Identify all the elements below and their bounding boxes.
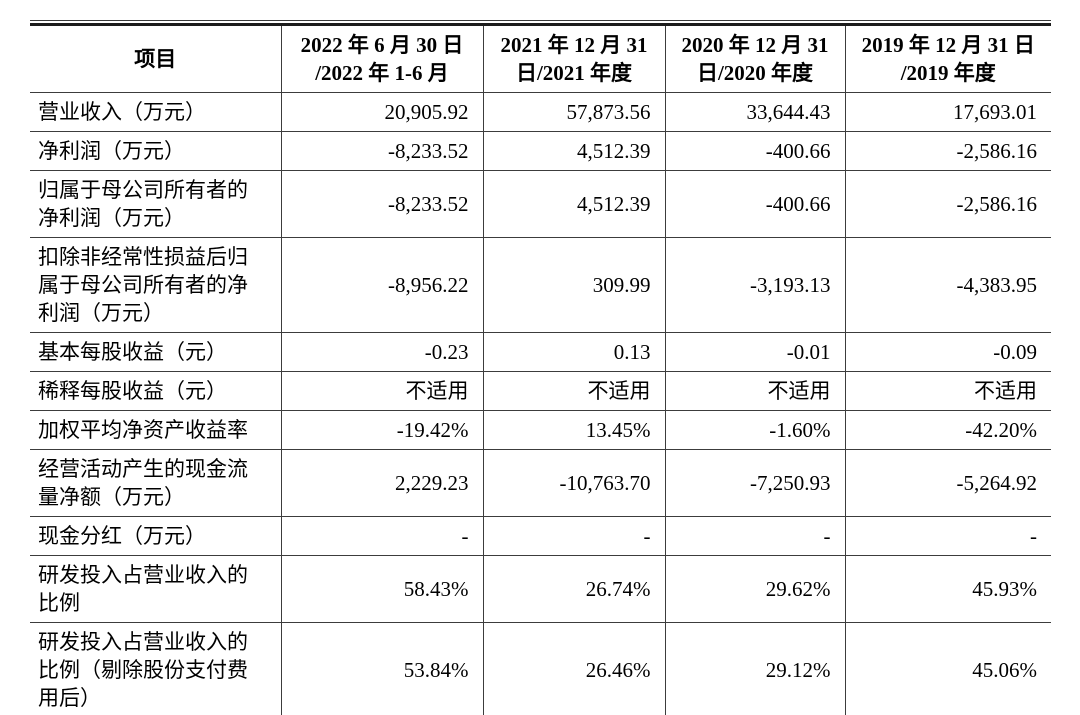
value-cell: - <box>665 516 846 556</box>
financial-summary-table: 项目 2022 年 6 月 30 日 /2022 年 1-6 月 2021 年 … <box>30 20 1051 715</box>
column-header-2021: 2021 年 12 月 31 日/2021 年度 <box>483 24 666 93</box>
row-label: 现金分红（万元） <box>30 516 282 556</box>
value-cell: - <box>281 516 484 556</box>
column-header-2019: 2019 年 12 月 31 日 /2019 年度 <box>845 24 1051 93</box>
row-label: 稀释每股收益（元） <box>30 371 282 411</box>
value-cell: 不适用 <box>665 371 846 411</box>
value-cell: -400.66 <box>665 131 846 171</box>
financial-table: 项目 2022 年 6 月 30 日 /2022 年 1-6 月 2021 年 … <box>30 23 1051 715</box>
value-cell: -7,250.93 <box>665 449 846 517</box>
row-label: 净利润（万元） <box>30 131 282 171</box>
value-cell: -400.66 <box>665 170 846 238</box>
column-header-2022: 2022 年 6 月 30 日 /2022 年 1-6 月 <box>281 24 484 93</box>
value-cell: 17,693.01 <box>845 92 1051 132</box>
value-cell: -8,233.52 <box>281 131 484 171</box>
column-header-2020: 2020 年 12 月 31 日/2020 年度 <box>665 24 846 93</box>
value-cell: -8,956.22 <box>281 237 484 333</box>
table-row: 研发投入占营业收入的比例 58.43% 26.74% 29.62% 45.93% <box>30 555 1051 623</box>
value-cell: 45.06% <box>972 658 1037 682</box>
value-cell: 不适用 <box>281 371 484 411</box>
table-row: 基本每股收益（元） -0.23 0.13 -0.01 -0.09 <box>30 332 1051 372</box>
value-cell: 0.13 <box>483 332 666 372</box>
row-label: 研发投入占营业收入的比例 <box>30 555 282 623</box>
value-cell: 26.74% <box>483 555 666 623</box>
value-cell: 45.93% <box>845 555 1051 623</box>
value-cell: 13.45% <box>483 410 666 450</box>
value-cell: 不适用 <box>483 371 666 411</box>
table-row: 扣除非经常性损益后归属于母公司所有者的净利润（万元） -8,956.22 309… <box>30 237 1051 333</box>
value-cell: -5,264.92 <box>845 449 1051 517</box>
header-row: 项目 2022 年 6 月 30 日 /2022 年 1-6 月 2021 年 … <box>30 24 1051 93</box>
value-cell: 26.46% <box>483 622 666 715</box>
value-cell: 不适用 <box>845 371 1051 411</box>
value-cell: 29.62% <box>665 555 846 623</box>
value-cell: -0.23 <box>281 332 484 372</box>
value-cell: 58.43% <box>281 555 484 623</box>
value-cell: 33,644.43 <box>665 92 846 132</box>
value-cell: 29.12% <box>665 622 846 715</box>
column-header-item: 项目 <box>30 24 282 93</box>
table-row: 稀释每股收益（元） 不适用 不适用 不适用 不适用 <box>30 371 1051 411</box>
row-label: 营业收入（万元） <box>30 92 282 132</box>
table-row: 加权平均净资产收益率 -19.42% 13.45% -1.60% -42.20% <box>30 410 1051 450</box>
value-cell: -2,586.16 <box>845 131 1051 171</box>
table-row: 现金分红（万元） - - - - <box>30 516 1051 556</box>
value-cell: - <box>845 516 1051 556</box>
value-cell: - <box>483 516 666 556</box>
table-row: 研发投入占营业收入的比例（剔除股份支付费用后） 53.84% 26.46% 29… <box>30 622 1051 715</box>
row-label: 扣除非经常性损益后归属于母公司所有者的净利润（万元） <box>30 237 282 333</box>
value-cell: 309.99 <box>483 237 666 333</box>
value-cell: -2,586.16 <box>845 170 1051 238</box>
value-cell: -3,193.13 <box>665 237 846 333</box>
value-cell: 2,229.23 <box>281 449 484 517</box>
value-cell: -19.42% <box>281 410 484 450</box>
value-cell: 53.84% <box>281 622 484 715</box>
row-label: 基本每股收益（元） <box>30 332 282 372</box>
row-label: 加权平均净资产收益率 <box>30 410 282 450</box>
table-row: 营业收入（万元） 20,905.92 57,873.56 33,644.43 1… <box>30 92 1051 132</box>
value-cell: -42.20% <box>845 410 1051 450</box>
value-cell: 4,512.39 <box>483 170 666 238</box>
table-row: 净利润（万元） -8,233.52 4,512.39 -400.66 -2,58… <box>30 131 1051 171</box>
row-label: 研发投入占营业收入的比例（剔除股份支付费用后） <box>30 622 282 715</box>
value-cell: 57,873.56 <box>483 92 666 132</box>
value-cell: -4,383.95 <box>845 237 1051 333</box>
row-label: 归属于母公司所有者的净利润（万元） <box>30 170 282 238</box>
value-cell: 4,512.39 <box>483 131 666 171</box>
table-row: 经营活动产生的现金流量净额（万元） 2,229.23 -10,763.70 -7… <box>30 449 1051 517</box>
value-cell: -1.60% <box>665 410 846 450</box>
value-cell: -10,763.70 <box>483 449 666 517</box>
value-cell: -8,233.52 <box>281 170 484 238</box>
table-row: 归属于母公司所有者的净利润（万元） -8,233.52 4,512.39 -40… <box>30 170 1051 238</box>
value-cell: -0.01 <box>665 332 846 372</box>
value-cell: 20,905.92 <box>281 92 484 132</box>
row-label: 经营活动产生的现金流量净额（万元） <box>30 449 282 517</box>
value-cell: -0.09 <box>845 332 1051 372</box>
